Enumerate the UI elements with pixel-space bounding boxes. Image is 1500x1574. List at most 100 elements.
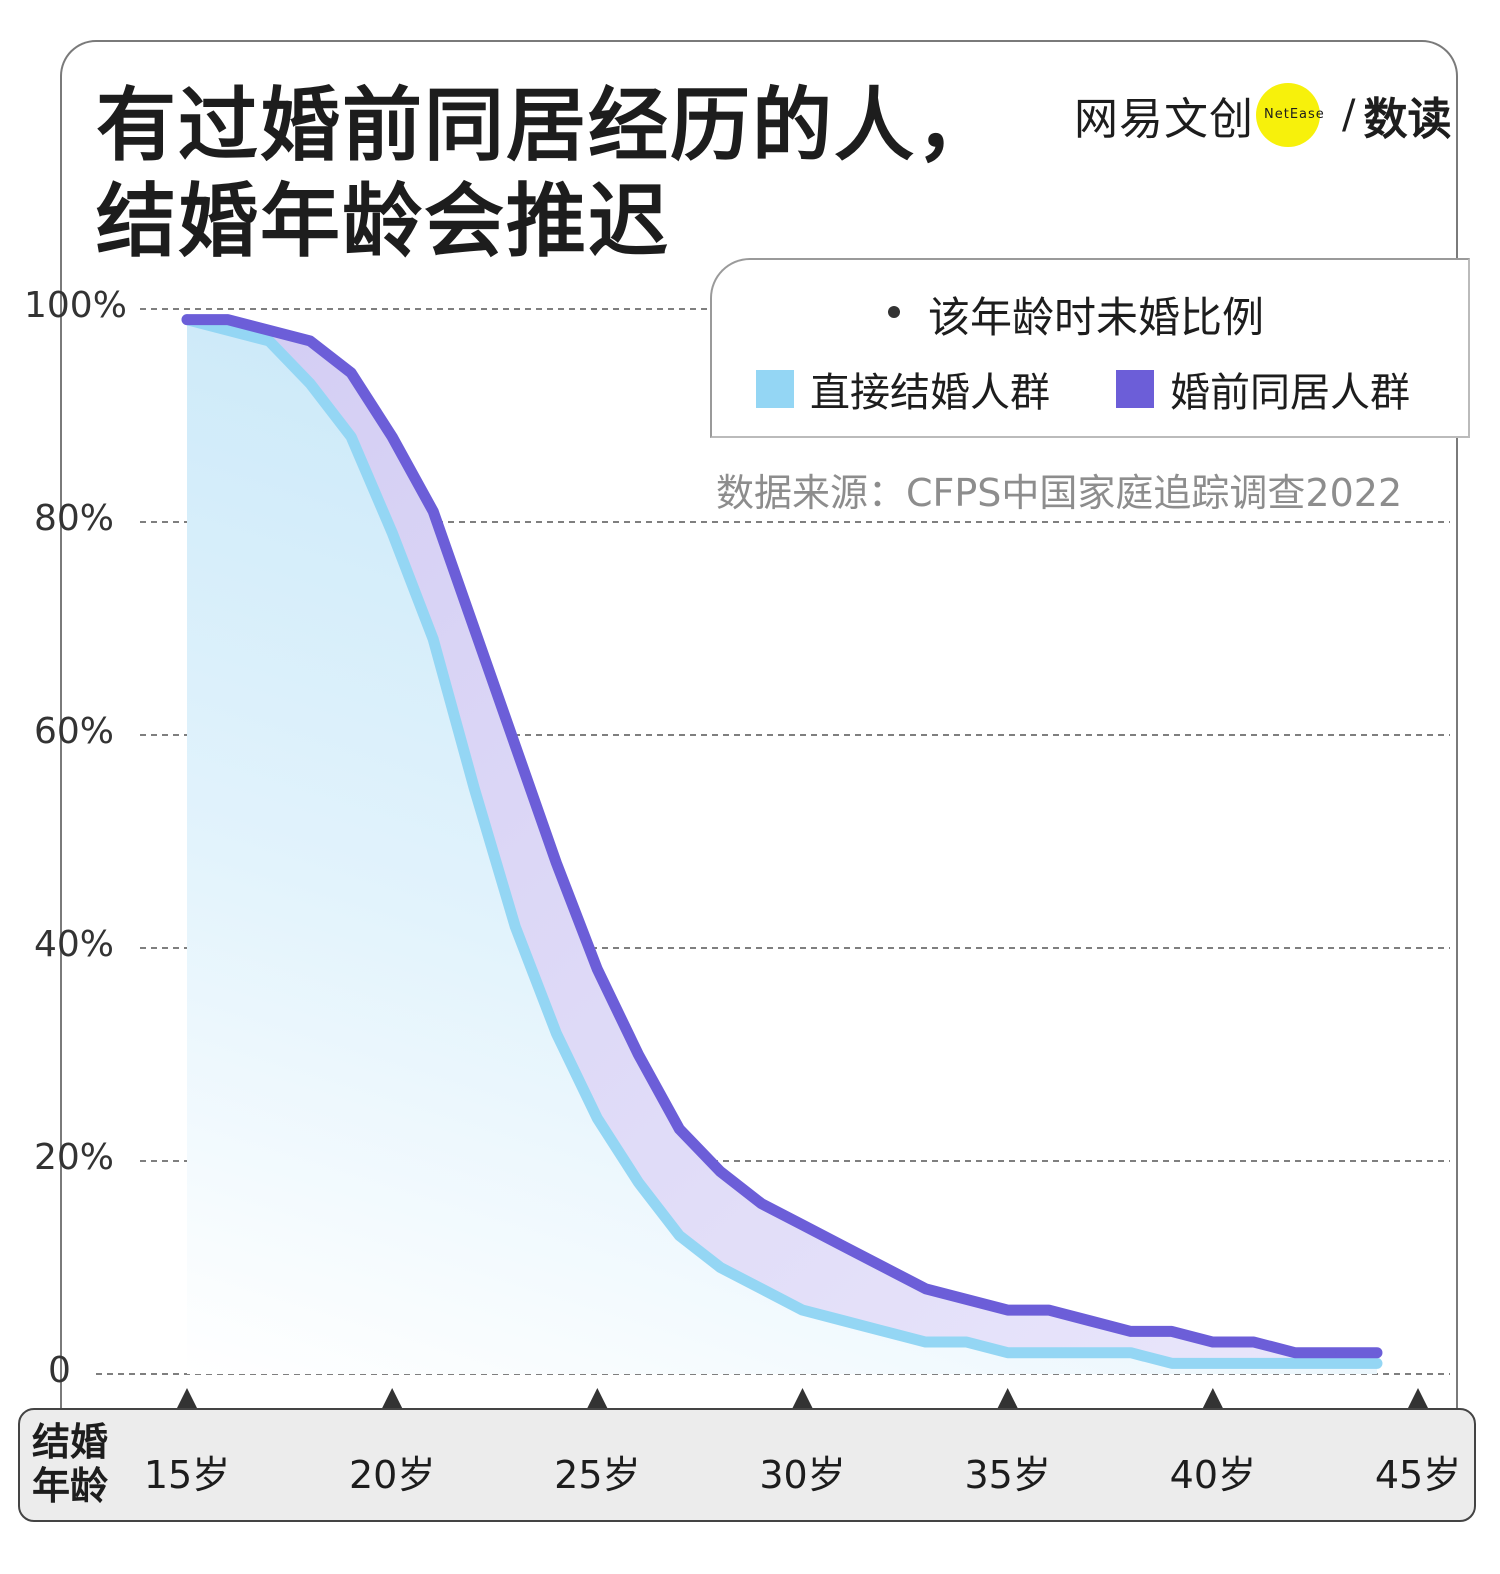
point-cohabit-44: [1376, 1352, 1378, 1354]
point-direct-42: [1294, 1362, 1296, 1364]
point-direct-18: [309, 383, 311, 385]
x-axis-title-line-2: 年龄: [32, 1464, 109, 1508]
y-tick-label-60: 60%: [34, 711, 115, 752]
line-cohabit: [181, 314, 1383, 1359]
y-tick-label-0: 0: [48, 1350, 71, 1391]
point-cohabit-38: [1130, 1330, 1132, 1332]
point-cohabit-27: [678, 1128, 680, 1130]
legend-label-cohabit: 婚前同居人群: [1170, 370, 1410, 416]
point-cohabit-22: [473, 628, 475, 630]
point-direct-31: [843, 1320, 845, 1322]
legend-item-direct: 直接结婚人群: [756, 360, 1050, 418]
point-direct-38: [1130, 1352, 1132, 1354]
x-axis-bar: [18, 1408, 1476, 1522]
x-tick-label-35: 35岁: [964, 1453, 1051, 1497]
x-tick-marker-35: [997, 1388, 1018, 1408]
netease-badge-icon: NetEase: [1256, 83, 1324, 147]
legend-swatch-cohabit: [1116, 370, 1154, 408]
point-direct-17: [268, 340, 270, 342]
x-tick-marker-45: [1408, 1388, 1428, 1408]
point-direct-40: [1212, 1362, 1214, 1364]
legend-item-cohabit: 婚前同居人群: [1116, 360, 1410, 418]
point-cohabit-31: [843, 1245, 845, 1247]
line-direct: [181, 314, 1383, 1369]
data-source: 数据来源：CFPS中国家庭追踪调查2022: [716, 471, 1403, 515]
x-tick-marker-30: [792, 1388, 813, 1408]
area-direct: [187, 319, 1377, 1374]
point-direct-16: [227, 329, 229, 331]
point-cohabit-42: [1294, 1352, 1296, 1354]
point-cohabit-33: [925, 1288, 927, 1290]
y-tick-label-20: 20%: [34, 1137, 115, 1178]
point-direct-21: [432, 638, 434, 640]
point-direct-32: [884, 1330, 886, 1332]
point-cohabit-15: [186, 319, 188, 321]
y-tick-label-100: 100%: [24, 285, 127, 326]
point-direct-24: [555, 1032, 557, 1034]
x-tick-label-30: 30岁: [759, 1453, 846, 1497]
x-tick-label-40: 40岁: [1169, 1453, 1257, 1497]
brand-slash: /: [1342, 92, 1356, 138]
point-cohabit-32: [884, 1267, 886, 1269]
point-cohabit-24: [555, 862, 557, 864]
chart-title: 有过婚前同居经历的人， 结婚年龄会推迟: [96, 78, 998, 270]
point-cohabit-34: [966, 1298, 968, 1300]
legend-bullet-icon: [888, 306, 900, 318]
point-direct-25: [596, 1117, 598, 1119]
y-tick-label-80: 80%: [34, 498, 115, 539]
point-direct-29: [760, 1288, 762, 1290]
brand-name-en: NetEase: [1264, 107, 1325, 122]
point-direct-19: [350, 436, 352, 438]
point-direct-37: [1089, 1352, 1091, 1354]
point-cohabit-16: [227, 319, 229, 321]
x-axis-title: 结婚 年龄: [32, 1420, 108, 1508]
legend-swatch-direct: [756, 370, 794, 408]
brand-name-cn: 网易文创: [1074, 94, 1254, 145]
point-cohabit-28: [719, 1171, 721, 1173]
point-cohabit-21: [432, 510, 434, 512]
x-tick-label-25: 25岁: [554, 1453, 641, 1497]
point-direct-44: [1376, 1362, 1378, 1364]
title-line-1: 有过婚前同居经历的人，: [96, 79, 998, 172]
point-cohabit-18: [309, 340, 311, 342]
legend-box: 该年龄时未婚比例 直接结婚人群 婚前同居人群: [710, 258, 1470, 438]
point-direct-26: [637, 1181, 639, 1183]
point-cohabit-43: [1335, 1352, 1337, 1354]
y-tick-label-40: 40%: [34, 924, 115, 965]
point-direct-28: [719, 1267, 721, 1269]
point-direct-27: [678, 1235, 680, 1237]
point-cohabit-19: [350, 372, 352, 374]
x-axis-title-line-1: 结婚: [32, 1420, 109, 1464]
point-direct-20: [391, 532, 393, 534]
brand-logo: 网易文创 NetEase / 数读: [1074, 82, 1451, 148]
point-cohabit-20: [391, 436, 393, 438]
point-cohabit-29: [760, 1203, 762, 1205]
x-tick-label-15: 15岁: [143, 1453, 231, 1497]
x-tick-label-45: 45岁: [1374, 1453, 1462, 1497]
point-cohabit-35: [1007, 1309, 1009, 1311]
point-direct-41: [1253, 1362, 1255, 1364]
point-cohabit-36: [1048, 1309, 1050, 1311]
x-tick-marker-15: [177, 1388, 197, 1408]
legend-label-direct: 直接结婚人群: [810, 370, 1050, 416]
point-cohabit-37: [1089, 1320, 1091, 1322]
point-cohabit-26: [637, 1054, 639, 1056]
point-cohabit-39: [1171, 1330, 1173, 1332]
point-direct-33: [925, 1341, 927, 1343]
legend-title: 该年龄时未婚比例: [928, 293, 1265, 342]
x-tick-label-20: 20岁: [348, 1453, 436, 1497]
point-direct-39: [1171, 1362, 1173, 1364]
point-direct-43: [1335, 1362, 1337, 1364]
x-tick-marker-25: [587, 1388, 608, 1408]
point-direct-22: [473, 787, 475, 789]
point-cohabit-40: [1212, 1341, 1214, 1343]
point-direct-35: [1007, 1352, 1009, 1354]
point-cohabit-41: [1253, 1341, 1255, 1343]
point-direct-34: [966, 1341, 968, 1343]
point-direct-23: [514, 926, 516, 928]
point-cohabit-25: [596, 968, 598, 970]
title-line-2: 结婚年龄会推迟: [96, 175, 670, 268]
x-tick-marker-40: [1202, 1388, 1223, 1408]
point-direct-30: [802, 1309, 804, 1311]
